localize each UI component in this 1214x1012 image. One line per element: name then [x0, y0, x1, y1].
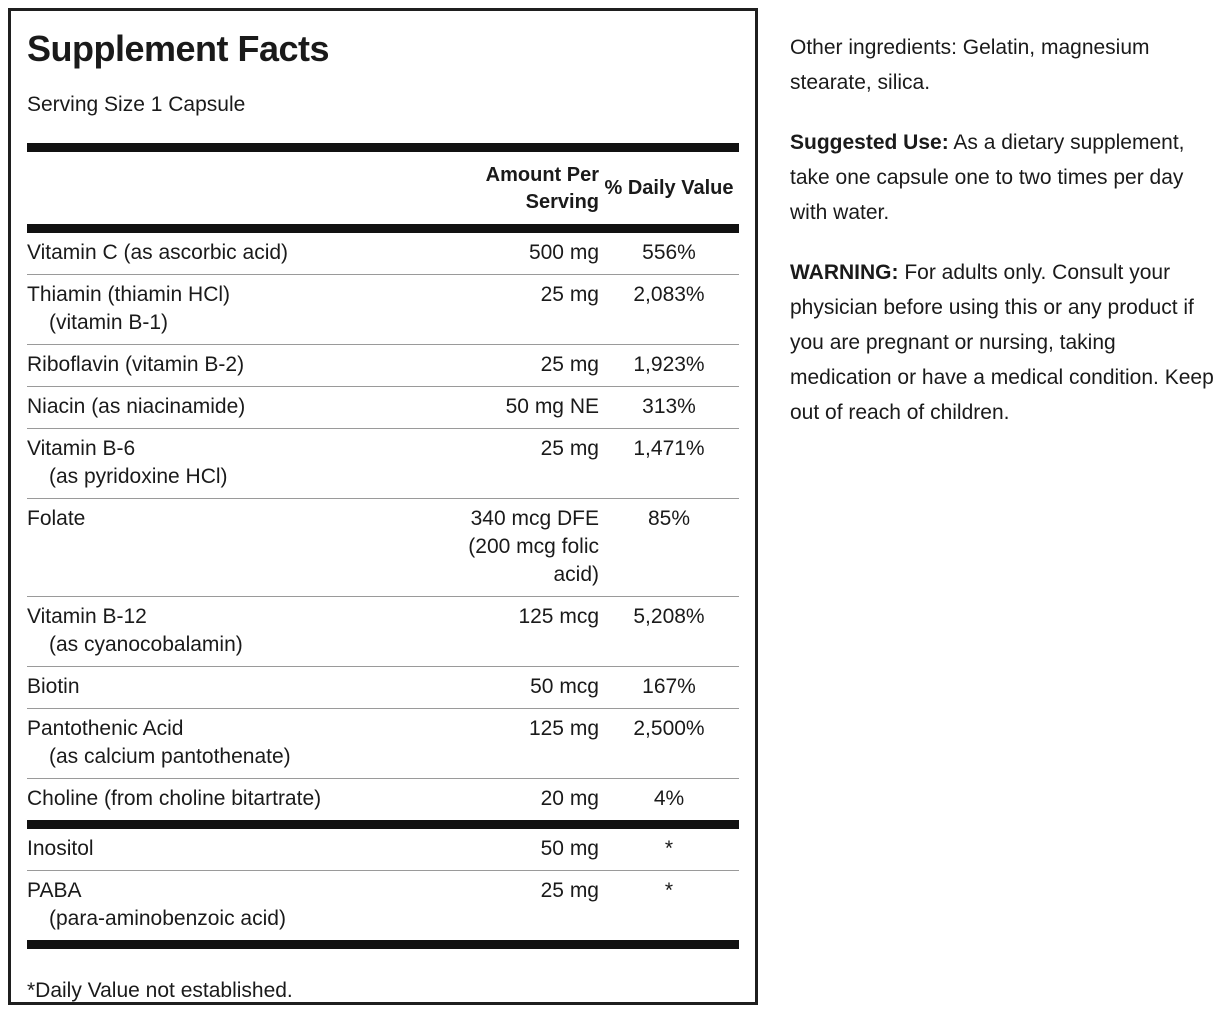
divider-bar-top [27, 142, 739, 152]
ingredient-amount: 25 mg [540, 878, 599, 902]
ingredient-name: Choline (from choline bitartrate) [27, 786, 322, 810]
table-row: Choline (from choline bitartrate) 20 mg … [27, 777, 739, 820]
ingredient-name: Biotin [27, 674, 80, 698]
ingredient-daily-value: 4% [653, 786, 685, 810]
divider-bar-bottom [27, 939, 739, 949]
panel-title: Supplement Facts [27, 28, 330, 69]
ingredient-daily-value: 1,471% [633, 436, 705, 460]
table-row: Vitamin B-6 (as pyridoxine HCl) 25 mg 1,4… [27, 427, 739, 498]
ingredient-amount: 20 mg [540, 786, 599, 810]
ingredient-daily-value: * [664, 836, 674, 860]
ingredient-name: Inositol [27, 836, 94, 860]
serving-size: Serving Size 1 Capsule [27, 92, 246, 116]
ingredient-name: Riboflavin (vitamin B-2) [27, 352, 245, 376]
ingredient-daily-value: 5,208% [633, 604, 705, 628]
warning-text: For adults only. Consult your physician … [790, 261, 1214, 424]
info-column: Other ingredients: Gelatin, magnesium st… [790, 30, 1214, 455]
table-row: Biotin 50 mcg 167% [27, 665, 739, 708]
ingredient-daily-value: 556% [642, 240, 696, 264]
ingredient-amount: 25 mg [540, 436, 599, 460]
table-row: PABA (para-aminobenzoic acid) 25 mg * [27, 869, 739, 940]
table-row: Folate 340 mcg DFE (200 mcg folic acid) … [27, 497, 739, 596]
ingredient-subname: (as calcium pantothenate) [49, 744, 291, 768]
ingredient-daily-value: 313% [642, 394, 696, 418]
ingredient-name: Vitamin C (as ascorbic acid) [27, 240, 289, 264]
ingredient-subname: (para-aminobenzoic acid) [49, 906, 286, 930]
column-header-amount: Amount Per Serving [485, 163, 599, 213]
other-ingredients-paragraph: Other ingredients: Gelatin, magnesium st… [790, 36, 1150, 94]
daily-value-footnote: *Daily Value not established. [27, 978, 293, 1002]
divider-bar-section [27, 819, 739, 829]
table-row: Thiamin (thiamin HCl) (vitamin B-1) 25 mg… [27, 273, 739, 344]
ingredient-name: Niacin (as niacinamide) [27, 394, 246, 418]
ingredient-amount: 50 mg [540, 836, 599, 860]
table-row: Inositol 50 mg * [27, 829, 739, 870]
ingredient-subname: (as pyridoxine HCl) [49, 464, 228, 488]
ingredient-subname: (vitamin B-1) [49, 310, 169, 334]
table-row: Pantothenic Acid (as calcium pantothenate… [27, 707, 739, 778]
ingredient-amount: 25 mg [540, 352, 599, 376]
suggested-use-paragraph: Suggested Use: As a dietary supplement, … [790, 125, 1214, 230]
ingredient-amount: 25 mg [540, 282, 599, 306]
table-row: Niacin (as niacinamide) 50 mg NE 313% [27, 385, 739, 428]
ingredient-daily-value: 1,923% [633, 352, 705, 376]
table-row: Vitamin C (as ascorbic acid) 500 mg 556% [27, 233, 739, 274]
column-header-daily-value: % Daily Value [604, 177, 734, 200]
supplement-facts-panel: Supplement Facts Serving Size 1 Capsule … [8, 8, 758, 1005]
ingredient-daily-value: 2,083% [633, 282, 705, 306]
ingredient-name: Pantothenic Acid [27, 716, 184, 740]
table-header: Amount Per Serving % Daily Value [27, 152, 739, 224]
ingredient-amount: 125 mg [528, 716, 599, 740]
nutrient-rows: Vitamin C (as ascorbic acid) 500 mg 556%… [27, 233, 739, 820]
ingredient-amount: 500 mg [528, 240, 599, 264]
ingredient-amount: 125 mcg [518, 604, 599, 628]
warning-label: WARNING: [790, 261, 899, 284]
ingredient-amount: 50 mg NE [505, 394, 599, 418]
warning-paragraph: WARNING: For adults only. Consult your p… [790, 255, 1214, 430]
suggested-use-text: As a dietary supplement, take one capsul… [790, 131, 1185, 224]
ingredient-name: Thiamin (thiamin HCl) [27, 282, 231, 306]
ingredient-name: Folate [27, 506, 86, 530]
ingredient-daily-value: 167% [642, 674, 696, 698]
suggested-use-label: Suggested Use: [790, 131, 949, 154]
ingredient-name: PABA [27, 878, 82, 902]
ingredient-daily-value: * [664, 878, 674, 902]
ingredient-subname: (as cyanocobalamin) [49, 632, 243, 656]
ingredient-name: Vitamin B-6 [27, 436, 136, 460]
ingredient-daily-value: 2,500% [633, 716, 705, 740]
ingredient-amount: 340 mcg DFE (200 mcg folic acid) [468, 506, 599, 586]
ingredient-daily-value: 85% [647, 506, 691, 530]
ingredient-name: Vitamin B-12 [27, 604, 147, 628]
secondary-nutrient-rows: Inositol 50 mg * PABA (para-aminobenzoic … [27, 829, 739, 940]
divider-bar-header [27, 223, 739, 233]
ingredient-amount: 50 mcg [530, 674, 599, 698]
table-row: Riboflavin (vitamin B-2) 25 mg 1,923% [27, 343, 739, 386]
table-row: Vitamin B-12 (as cyanocobalamin) 125 mcg … [27, 595, 739, 666]
